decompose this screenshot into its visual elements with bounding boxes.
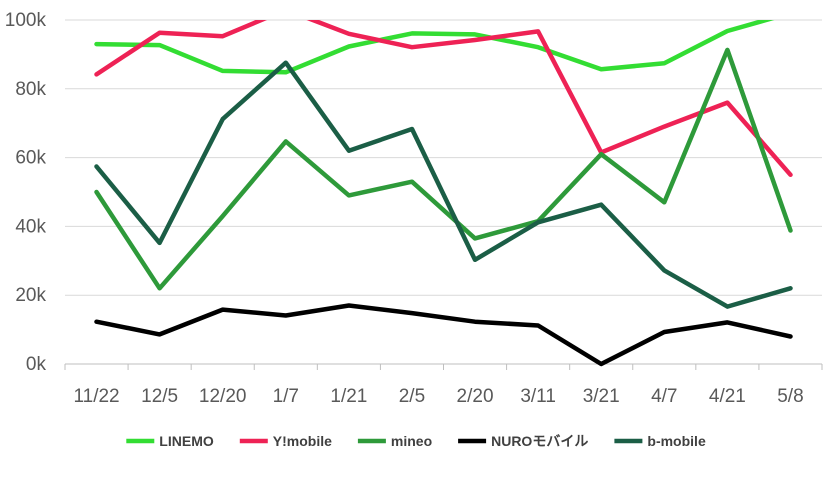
- y-tick-label: 60k: [15, 148, 46, 169]
- x-tick-label: 2/5: [399, 386, 425, 407]
- x-tick-label: 12/5: [141, 386, 178, 407]
- legend-label: NUROモバイル: [491, 433, 588, 449]
- series-line-Y!mobile: [94, 20, 793, 178]
- y-tick-label: 80k: [15, 79, 46, 100]
- y-axis-tick-labels: 0k 20k 40k 60k 80k 100k: [5, 10, 47, 375]
- x-tick-label: 1/21: [330, 386, 367, 407]
- legend-label: b-mobile: [647, 433, 706, 449]
- series-line-LINEMO: [94, 20, 775, 75]
- x-tick-label: 3/11: [520, 386, 556, 407]
- x-tick-label: 12/20: [199, 386, 247, 407]
- x-tick-label: 11/22: [73, 386, 119, 407]
- series-line-b-mobile: [94, 60, 793, 309]
- x-tick-label: 5/8: [777, 386, 803, 407]
- x-tick-label: 4/7: [651, 386, 677, 407]
- x-tick-label: 1/7: [273, 386, 299, 407]
- y-tick-label: 0k: [26, 354, 47, 375]
- y-tick-label: 100k: [5, 10, 47, 31]
- x-tick-label: 4/21: [709, 386, 746, 407]
- x-tick-label: 3/21: [583, 386, 620, 407]
- y-tick-label: 20k: [15, 285, 46, 306]
- series-line-mineo: [94, 47, 793, 291]
- y-tick-label: 40k: [15, 216, 46, 237]
- legend-item-NUROモバイル: NUROモバイル: [458, 433, 588, 449]
- legend: LINEMO Y!mobile mineo NUROモバイル b-mobile: [126, 433, 706, 449]
- x-axis-tick-labels: 11/22 12/5 12/20 1/7 1/21 2/5 2/20 3/11 3/21 4/7 4…: [73, 386, 803, 407]
- legend-item-Y!mobile: Y!mobile: [239, 433, 332, 449]
- legend-label: Y!mobile: [273, 433, 332, 449]
- grid-lines: [65, 19, 822, 296]
- series-lines: [94, 20, 793, 367]
- x-tick-label: 2/20: [457, 386, 494, 407]
- legend-item-LINEMO: LINEMO: [126, 433, 214, 449]
- legend-item-mineo: mineo: [357, 433, 432, 449]
- legend-label: LINEMO: [159, 433, 214, 449]
- legend-item-b-mobile: b-mobile: [614, 433, 706, 449]
- x-axis: [64, 363, 823, 370]
- legend-label: mineo: [391, 433, 432, 449]
- series-line-NUROモバイル: [94, 303, 793, 367]
